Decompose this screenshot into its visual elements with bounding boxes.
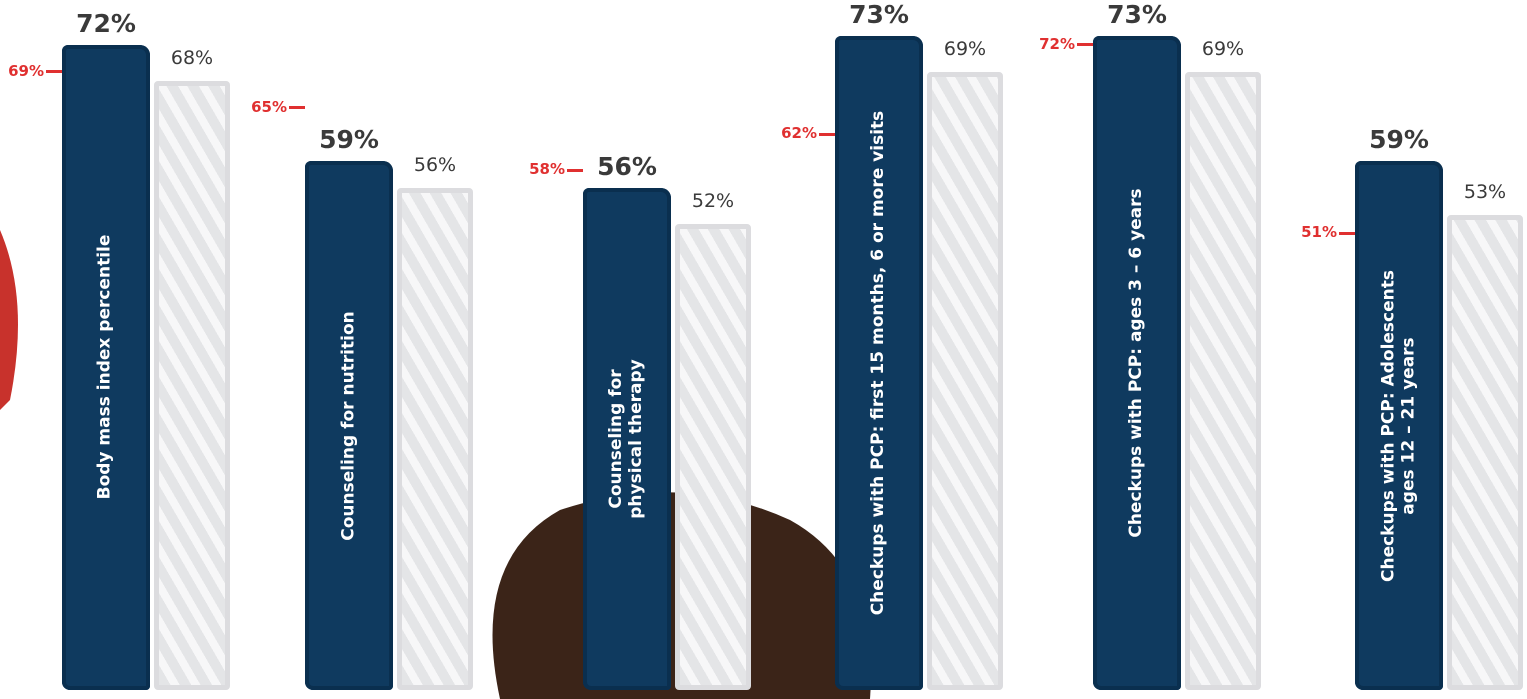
benchmark-marker	[1077, 43, 1093, 47]
comparison-label: 56%	[413, 154, 457, 177]
benchmark-label: 51%	[1301, 223, 1337, 242]
bar	[305, 161, 393, 690]
bar-value-label: 59%	[319, 125, 379, 155]
bar-value-label: 73%	[1107, 0, 1167, 29]
category-label: Body mass index percentile	[95, 235, 116, 500]
bar	[583, 188, 671, 690]
benchmark-label: 69%	[8, 61, 44, 80]
category-label: Checkups with PCP: Adolescents ages 12 –…	[1378, 269, 1418, 582]
bar-value-label: 59%	[1369, 125, 1429, 155]
comparison-label: 69%	[943, 37, 987, 60]
benchmark-marker	[1339, 231, 1355, 235]
bar	[1093, 35, 1181, 690]
comparison-label: 69%	[1201, 37, 1245, 60]
comparison-bar	[1185, 71, 1261, 690]
benchmark-marker	[289, 106, 305, 110]
bar-value-label: 72%	[76, 8, 136, 38]
comparison-label: 53%	[1463, 181, 1507, 204]
benchmark-marker	[819, 132, 835, 136]
comparison-bar	[154, 80, 230, 690]
comparison-label: 68%	[170, 46, 214, 69]
comparison-bar	[1447, 215, 1523, 690]
category-label: Counseling for nutrition	[338, 310, 359, 541]
bar-value-label: 56%	[597, 152, 657, 182]
comparison-bar	[927, 71, 1003, 690]
bar-value-label: 73%	[849, 0, 909, 29]
benchmark-label: 58%	[529, 160, 565, 179]
category-label: Checkups with PCP: first 15 months, 6 or…	[868, 110, 889, 616]
bar	[62, 44, 150, 690]
benchmark-label: 65%	[251, 97, 287, 116]
benchmark-marker	[567, 168, 583, 172]
benchmark-label: 72%	[1039, 34, 1075, 53]
category-label: Counseling for physical therapy	[606, 359, 646, 519]
red-shape	[0, 230, 18, 410]
comparison-label: 52%	[691, 190, 735, 213]
benchmark-marker	[46, 70, 62, 74]
bar	[835, 35, 923, 690]
comparison-bar	[675, 224, 751, 690]
category-label: Checkups with PCP: ages 3 – 6 years	[1126, 188, 1147, 538]
comparison-bar	[397, 188, 473, 690]
benchmark-label: 62%	[781, 124, 817, 143]
bar	[1355, 161, 1443, 690]
